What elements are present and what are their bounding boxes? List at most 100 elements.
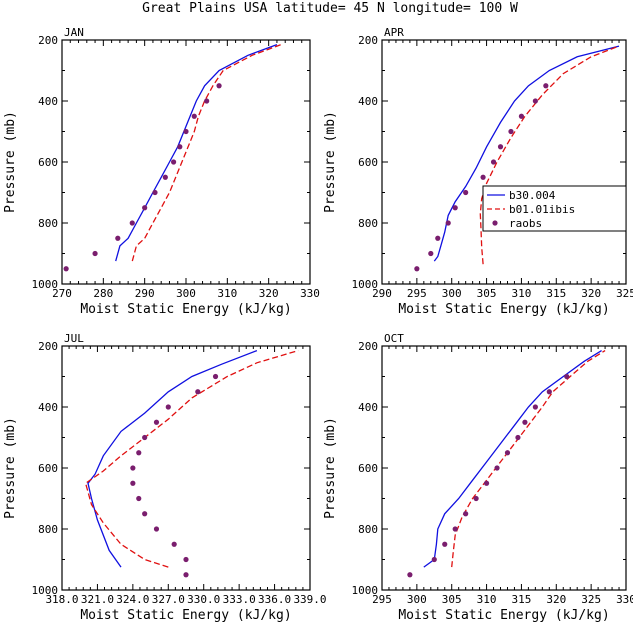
raobs-marker: [473, 495, 479, 502]
raobs-marker: [195, 389, 201, 395]
series-line-b30-004: [433, 45, 620, 262]
legend-label: raobs: [509, 217, 542, 230]
raobs-marker: [171, 541, 177, 547]
x-tick-label: 305: [477, 287, 497, 300]
legend-label: b30.004: [509, 189, 556, 202]
plot-frame: [381, 345, 627, 591]
x-tick-label: 318.0: [45, 593, 78, 606]
x-tick-label: 327.0: [152, 593, 185, 606]
raobs-marker: [136, 495, 142, 502]
y-axis-label: Pressure (mb): [3, 111, 18, 213]
y-tick-label: 600: [38, 462, 58, 475]
raobs-marker: [142, 511, 148, 517]
raobs-marker: [497, 144, 504, 150]
series-line-b01-01ibis: [84, 349, 299, 568]
x-tick-label: 280: [93, 287, 113, 300]
y-axis-label: Pressure (mb): [3, 417, 18, 519]
raobs-marker: [463, 189, 469, 196]
raobs-marker: [532, 98, 538, 104]
raobs-marker: [129, 220, 135, 226]
x-axis-label: Moist Static Energy (kJ/kg): [398, 302, 609, 317]
x-axis-label: Moist Static Energy (kJ/kg): [80, 608, 291, 623]
raobs-marker: [515, 434, 521, 441]
y-tick-label: 800: [38, 523, 58, 536]
raobs-marker: [532, 404, 538, 410]
x-axis-label: Moist Static Energy (kJ/kg): [80, 302, 291, 317]
raobs-marker: [191, 113, 197, 119]
x-tick-label: 310: [217, 287, 237, 300]
series-line-b01-01ibis: [451, 350, 606, 568]
x-tick-label: 325: [581, 593, 601, 606]
series-line-b01-01ibis: [131, 43, 282, 262]
y-tick-label: 400: [38, 401, 58, 414]
x-tick-label: 320: [581, 287, 601, 300]
panel-title: OCT: [384, 332, 404, 345]
raobs-marker: [130, 480, 136, 486]
x-tick-label: 325: [616, 287, 633, 300]
y-tick-label: 800: [358, 217, 378, 230]
chart-panels: 270 280 290 300 310 320 330 200 400 600 800 1000 JAN…: [3, 26, 633, 623]
plot-frame: [61, 345, 311, 591]
series-line-b01-01ibis: [479, 45, 620, 265]
x-tick-label: 300: [442, 287, 462, 300]
raobs-marker: [428, 250, 434, 257]
panel-apr: 290 295 300 305 310 315 320 325 200 400 600 800 1000…: [323, 26, 633, 317]
y-tick-label: 600: [358, 156, 378, 169]
y-axis-label: Pressure (mb): [323, 417, 338, 519]
x-tick-label: 310: [477, 593, 497, 606]
raobs-marker: [414, 266, 420, 272]
raobs-marker: [442, 541, 448, 547]
panel-title: APR: [384, 26, 404, 39]
x-axis-label: Moist Static Energy (kJ/kg): [398, 608, 609, 623]
raobs-marker: [92, 250, 98, 257]
raobs-marker: [483, 480, 490, 486]
raobs-marker: [508, 128, 514, 135]
raobs-marker: [63, 266, 69, 272]
y-tick-label: 800: [358, 523, 378, 536]
y-tick-label: 200: [358, 340, 378, 353]
raobs-marker: [522, 419, 528, 425]
raobs-marker: [518, 113, 525, 119]
x-tick-label: 290: [372, 287, 392, 300]
raobs-marker: [152, 189, 158, 196]
x-tick-label: 305: [442, 593, 462, 606]
x-tick-label: 300: [407, 593, 427, 606]
raobs-marker: [435, 235, 441, 241]
legend-box: [482, 185, 627, 232]
raobs-marker: [452, 526, 458, 532]
panel-title: JAN: [64, 26, 84, 39]
x-tick-label: 320: [259, 287, 279, 300]
raobs-marker: [183, 572, 189, 578]
series-line-b30-004: [115, 43, 278, 262]
raobs-marker: [212, 373, 219, 380]
raobs-marker: [504, 450, 511, 456]
raobs-marker: [564, 373, 570, 380]
x-tick-label: 324.0: [116, 593, 149, 606]
plot-frame: [381, 39, 627, 285]
raobs-marker: [494, 465, 500, 471]
x-tick-label: 330.0: [187, 593, 220, 606]
raobs-marker: [142, 205, 148, 211]
x-tick-label: 320: [546, 593, 566, 606]
panel-title: JUL: [64, 332, 84, 345]
raobs-marker: [183, 556, 189, 563]
raobs-marker: [142, 434, 148, 441]
y-tick-label: 1000: [352, 278, 379, 291]
y-tick-label: 600: [38, 156, 58, 169]
x-tick-label: 330: [300, 287, 320, 300]
raobs-marker: [463, 511, 469, 517]
raobs-marker: [216, 83, 222, 89]
y-axis-label: Pressure (mb): [323, 111, 338, 213]
raobs-marker: [452, 205, 458, 211]
y-tick-label: 600: [358, 462, 378, 475]
figure-title: Great Plains USA latitude= 45 N longitud…: [142, 1, 518, 16]
raobs-marker: [130, 465, 136, 471]
y-tick-label: 1000: [352, 584, 379, 597]
raobs-marker: [136, 450, 142, 456]
y-tick-label: 1000: [32, 278, 59, 291]
plot-frame: [61, 39, 311, 285]
x-tick-label: 295: [372, 593, 392, 606]
series-line-b30-004: [423, 350, 602, 568]
